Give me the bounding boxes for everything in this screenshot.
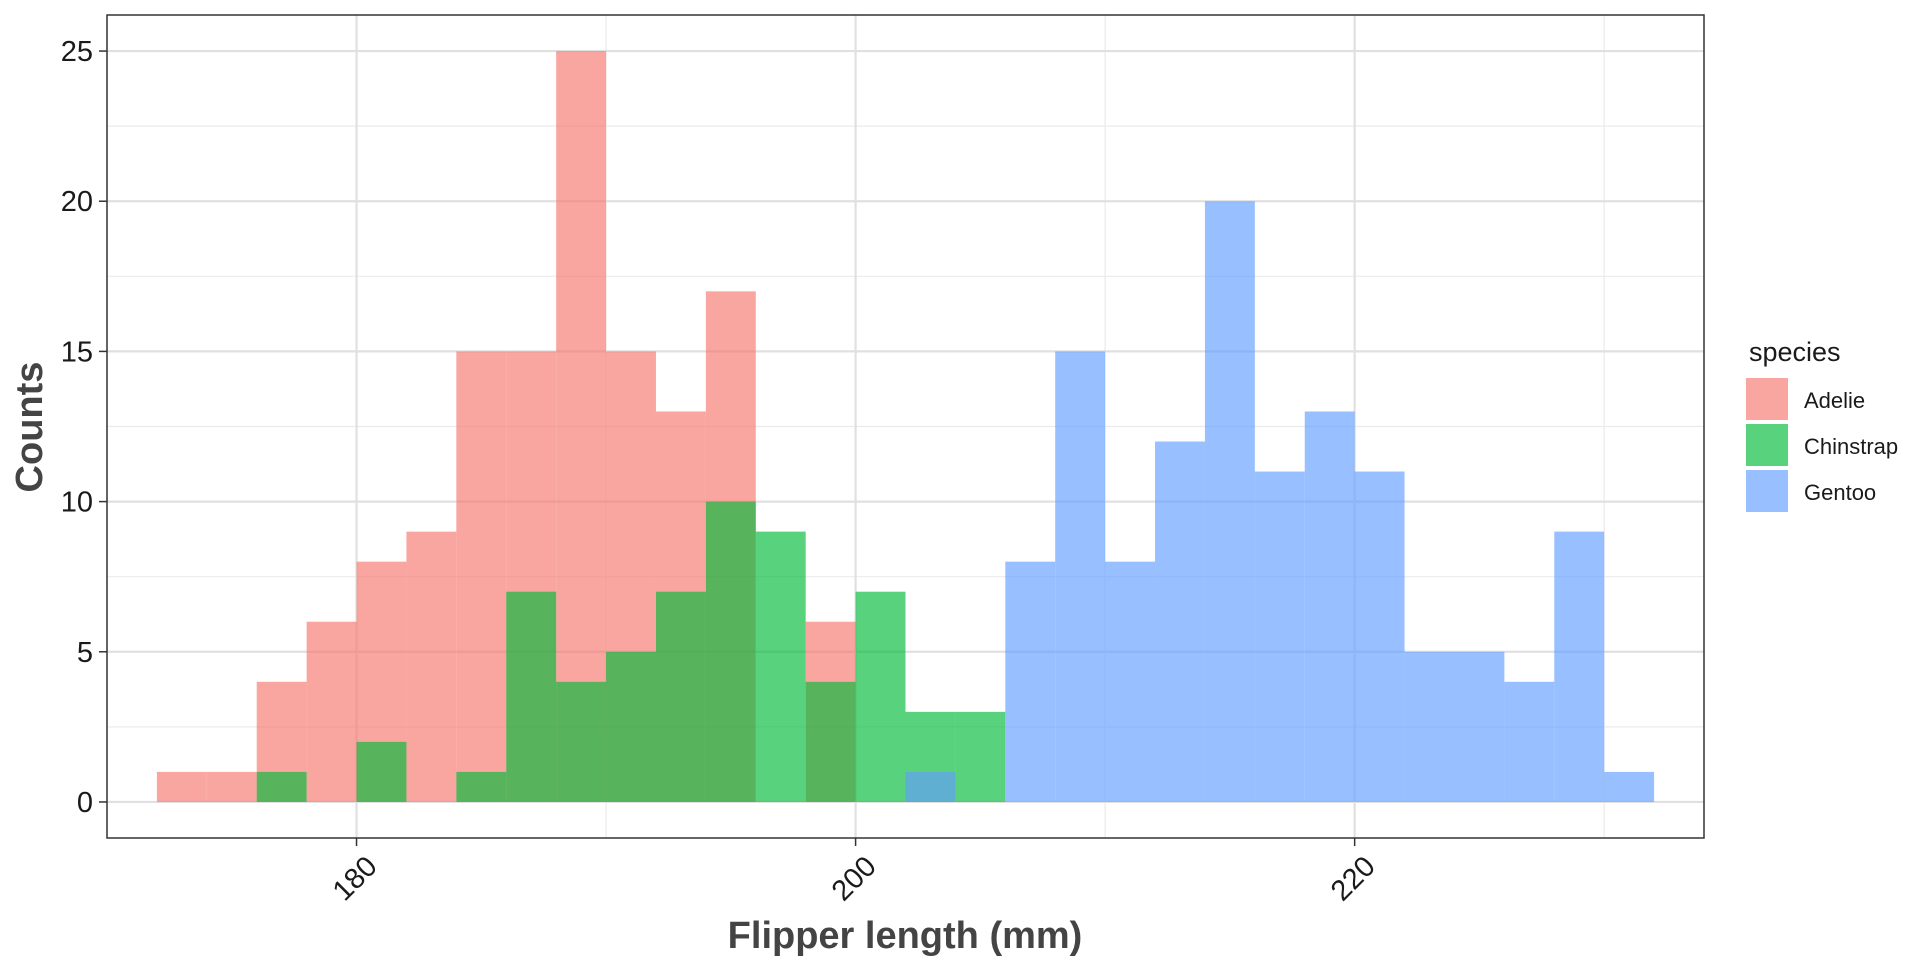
bar-adelie — [206, 771, 257, 802]
legend-key-chinstrap — [1746, 424, 1788, 466]
legend: species Adelie Chinstrap Gentoo — [1746, 337, 1898, 512]
bar-chinstrap — [556, 681, 607, 802]
legend-key-gentoo — [1746, 470, 1788, 512]
bar-chinstrap — [705, 501, 756, 802]
y-tick-label: 5 — [77, 637, 93, 669]
legend-label-chinstrap: Chinstrap — [1804, 434, 1898, 459]
bar-gentoo — [1604, 771, 1655, 802]
bar-chinstrap — [755, 531, 806, 802]
bar-chinstrap — [855, 591, 906, 802]
bar-chinstrap — [606, 651, 656, 802]
legend-label-adelie: Adelie — [1804, 388, 1865, 413]
bar-gentoo — [1055, 351, 1106, 802]
histogram-bars — [156, 51, 1655, 802]
y-tick-label: 15 — [61, 336, 93, 368]
bar-gentoo — [1204, 201, 1255, 802]
bar-gentoo — [1155, 441, 1205, 802]
plot-border — [106, 14, 1705, 839]
legend-key-adelie — [1746, 378, 1788, 420]
bar-chinstrap — [356, 741, 407, 802]
x-tick-label: 220 — [1325, 850, 1382, 907]
bar-chinstrap — [456, 771, 507, 802]
bar-adelie — [156, 771, 207, 802]
y-axis-title: Counts — [9, 362, 51, 493]
y-tick-label: 10 — [61, 487, 93, 519]
bar-gentoo — [1254, 471, 1305, 802]
y-tick-label: 20 — [61, 186, 93, 218]
bar-gentoo — [1554, 531, 1605, 802]
bar-chinstrap — [655, 591, 706, 802]
x-tick-label: 180 — [327, 850, 384, 907]
bar-gentoo — [1454, 651, 1505, 802]
bar-adelie — [406, 531, 457, 802]
bar-chinstrap — [256, 771, 307, 802]
legend-title: species — [1749, 337, 1841, 367]
bar-chinstrap — [506, 591, 557, 802]
bar-gentoo — [905, 771, 956, 802]
bar-chinstrap — [805, 681, 856, 802]
x-tick-label: 200 — [826, 850, 883, 907]
bar-adelie — [556, 51, 607, 802]
y-tick-label: 25 — [61, 36, 93, 68]
bar-gentoo — [1354, 471, 1405, 802]
y-tick-label: 0 — [77, 787, 93, 819]
bar-gentoo — [1404, 651, 1455, 802]
bar-adelie — [306, 621, 357, 802]
bar-gentoo — [1105, 561, 1156, 802]
bar-gentoo — [1304, 411, 1355, 802]
bar-gentoo — [1504, 681, 1555, 802]
bar-adelie — [456, 351, 507, 802]
bar-chinstrap — [955, 711, 1006, 802]
legend-label-gentoo: Gentoo — [1804, 480, 1876, 505]
bar-gentoo — [1005, 561, 1056, 802]
x-axis-title: Flipper length (mm) — [728, 915, 1083, 957]
